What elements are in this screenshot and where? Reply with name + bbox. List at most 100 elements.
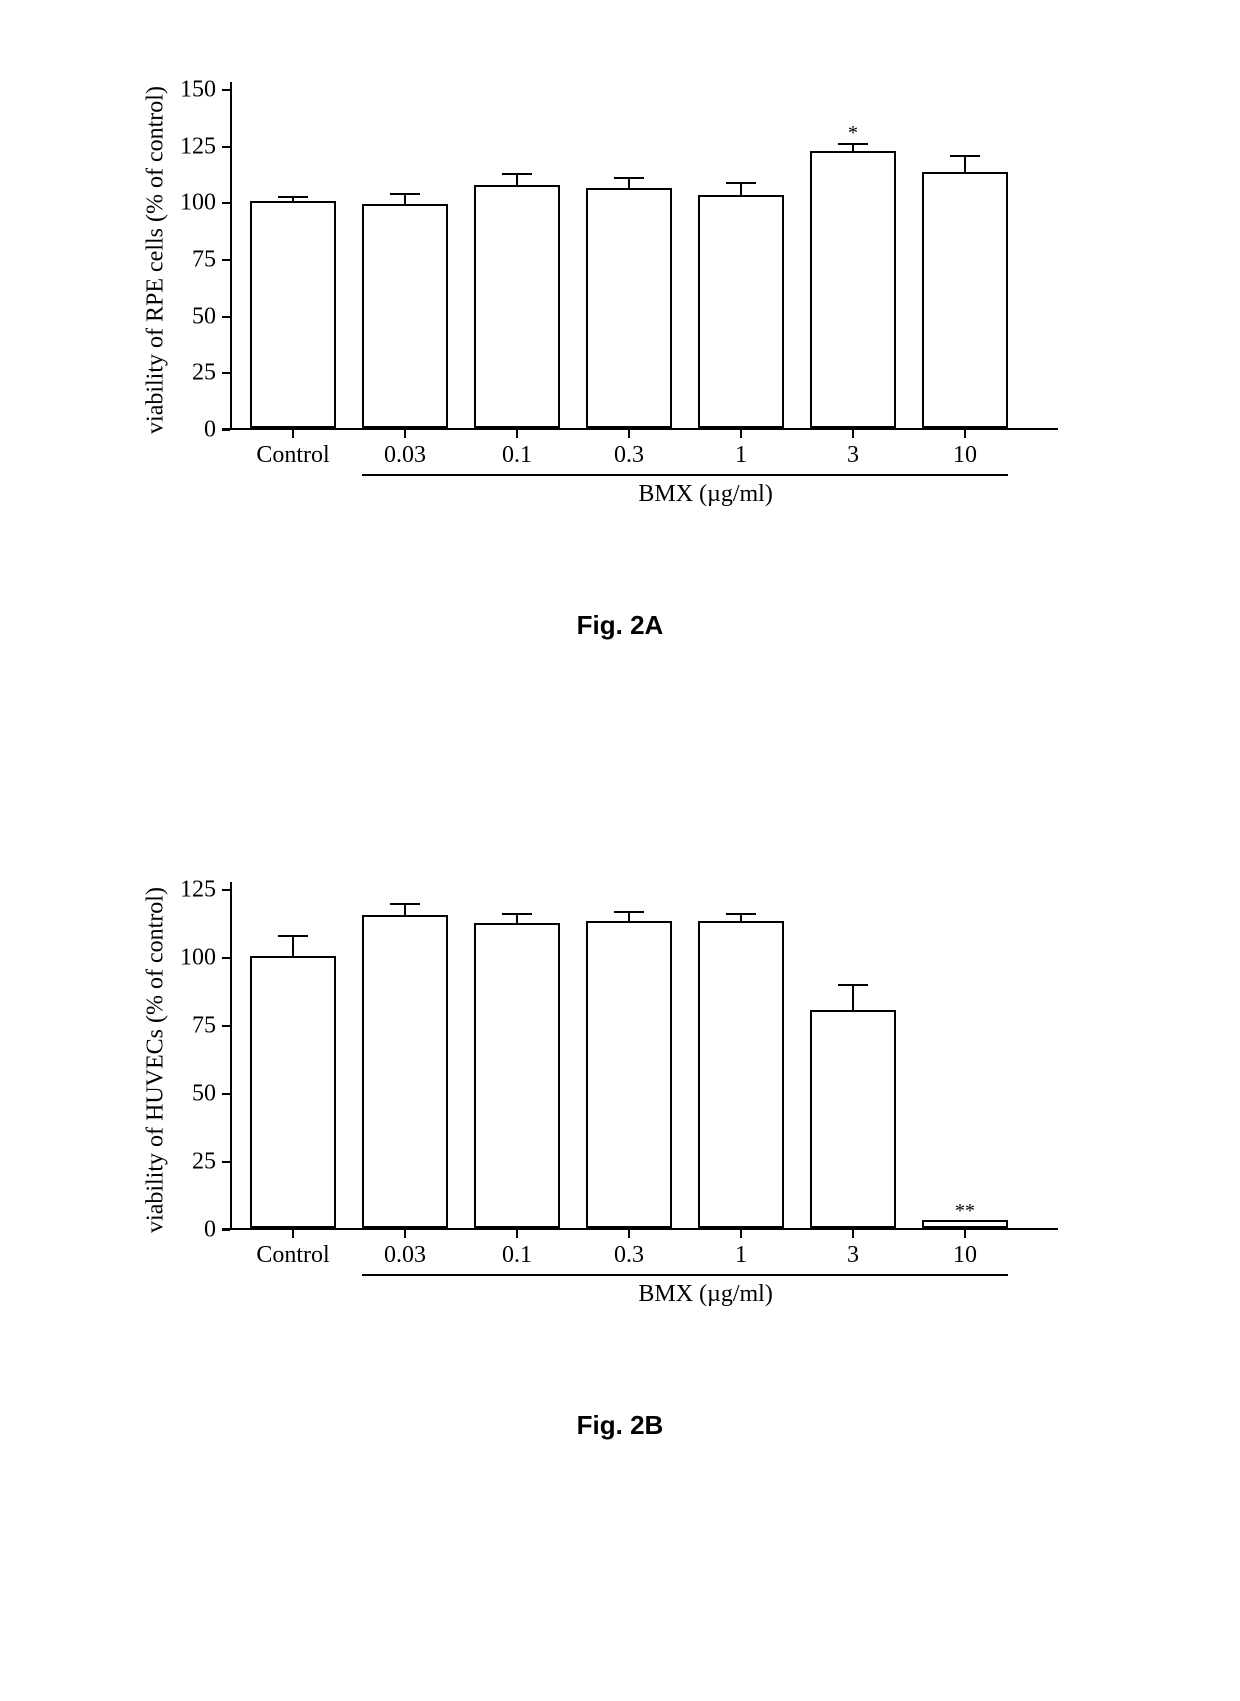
- y-tick: [222, 202, 230, 204]
- error-bar-cap: [278, 196, 308, 198]
- x-tick: [964, 430, 966, 438]
- figure-b-canvas: viability of HUVECs (% of control) BMX (…: [150, 870, 1090, 1290]
- bar: [922, 172, 1008, 428]
- error-bar: [516, 174, 518, 188]
- bar: [586, 921, 672, 1228]
- y-tick-label: 25: [192, 360, 216, 387]
- bar: [698, 921, 784, 1228]
- page: viability of RPE cells (% of control) BM…: [0, 0, 1240, 1701]
- y-tick-label: 150: [180, 77, 216, 104]
- y-tick: [222, 1161, 230, 1163]
- x-tick: [516, 430, 518, 438]
- y-tick-label: 125: [180, 877, 216, 904]
- x-tick-label: 0.3: [614, 1242, 644, 1269]
- error-bar: [852, 985, 854, 1012]
- x-tick-label: 3: [847, 442, 859, 469]
- figure-a-plot-area: BMX (µg/ml) 0255075100125150Control0.030…: [230, 90, 1050, 430]
- bar: [698, 195, 784, 428]
- error-bar: [740, 914, 742, 922]
- figure-b-y-axis-title: viability of HUVECs (% of control): [143, 887, 170, 1233]
- error-bar: [404, 194, 406, 205]
- error-bar: [516, 914, 518, 925]
- x-tick: [404, 430, 406, 438]
- y-tick-label: 50: [192, 303, 216, 330]
- error-bar-cap: [390, 193, 420, 195]
- x-tick: [292, 1230, 294, 1238]
- figure-b-x-axis-line: [222, 1228, 1058, 1230]
- x-tick-label: Control: [256, 442, 329, 469]
- x-tick-label: 1: [735, 1242, 747, 1269]
- y-tick: [222, 259, 230, 261]
- y-tick: [222, 429, 230, 431]
- group-underline: [362, 1274, 1008, 1276]
- error-bar-cap: [278, 935, 308, 937]
- y-tick: [222, 1025, 230, 1027]
- x-tick: [852, 430, 854, 438]
- bar: [810, 1010, 896, 1228]
- error-bar: [964, 156, 966, 174]
- figure-a-x-axis-line: [222, 428, 1058, 430]
- y-tick: [222, 316, 230, 318]
- x-tick-label: 0.1: [502, 1242, 532, 1269]
- y-tick: [222, 89, 230, 91]
- figure-b-block: viability of HUVECs (% of control) BMX (…: [150, 870, 1090, 1441]
- y-tick: [222, 1229, 230, 1231]
- y-tick-label: 25: [192, 1149, 216, 1176]
- figure-a-y-axis-line: [230, 82, 232, 430]
- error-bar-cap: [838, 984, 868, 986]
- figure-b-x-axis-title: BMX (µg/ml): [638, 1281, 773, 1308]
- y-tick-label: 0: [204, 1217, 216, 1244]
- error-bar-cap: [502, 173, 532, 175]
- x-tick: [404, 1230, 406, 1238]
- error-bar-cap: [614, 911, 644, 913]
- error-bar-cap: [390, 903, 420, 905]
- bar: [250, 201, 336, 428]
- y-tick: [222, 372, 230, 374]
- figure-a-caption: Fig. 2A: [150, 610, 1090, 641]
- x-tick: [852, 1230, 854, 1238]
- figure-a-x-axis-title: BMX (µg/ml): [638, 481, 773, 508]
- y-tick: [222, 146, 230, 148]
- x-tick: [628, 1230, 630, 1238]
- y-tick-label: 125: [180, 133, 216, 160]
- y-tick: [222, 957, 230, 959]
- error-bar-cap: [950, 155, 980, 157]
- error-bar: [852, 144, 854, 153]
- x-tick: [628, 430, 630, 438]
- x-tick-label: 1: [735, 442, 747, 469]
- y-tick-label: 50: [192, 1081, 216, 1108]
- error-bar-cap: [726, 913, 756, 915]
- bar: [474, 185, 560, 428]
- figure-b-y-axis-line: [230, 882, 232, 1230]
- bar: [362, 915, 448, 1228]
- error-bar: [292, 936, 294, 958]
- significance-marker: *: [848, 122, 858, 145]
- error-bar: [292, 197, 294, 204]
- x-tick-label: 0.3: [614, 442, 644, 469]
- figure-a-canvas: viability of RPE cells (% of control) BM…: [150, 70, 1090, 490]
- y-tick-label: 100: [180, 190, 216, 217]
- x-tick: [516, 1230, 518, 1238]
- error-bar-cap: [614, 177, 644, 179]
- significance-marker: **: [955, 1200, 975, 1223]
- y-tick: [222, 1093, 230, 1095]
- x-tick: [740, 1230, 742, 1238]
- error-bar-cap: [726, 182, 756, 184]
- figure-a-block: viability of RPE cells (% of control) BM…: [150, 70, 1090, 641]
- y-tick-label: 75: [192, 1013, 216, 1040]
- bar: [586, 188, 672, 428]
- x-tick: [964, 1230, 966, 1238]
- y-tick-label: 100: [180, 945, 216, 972]
- x-tick: [740, 430, 742, 438]
- error-bar: [628, 912, 630, 923]
- x-tick-label: 3: [847, 1242, 859, 1269]
- error-bar-cap: [502, 913, 532, 915]
- error-bar: [404, 904, 406, 918]
- figure-a-y-axis-title: viability of RPE cells (% of control): [143, 86, 170, 434]
- x-tick-label: 10: [953, 1242, 977, 1269]
- bar: [474, 923, 560, 1228]
- x-tick-label: Control: [256, 1242, 329, 1269]
- error-bar: [628, 178, 630, 189]
- x-tick: [292, 430, 294, 438]
- y-tick-label: 75: [192, 247, 216, 274]
